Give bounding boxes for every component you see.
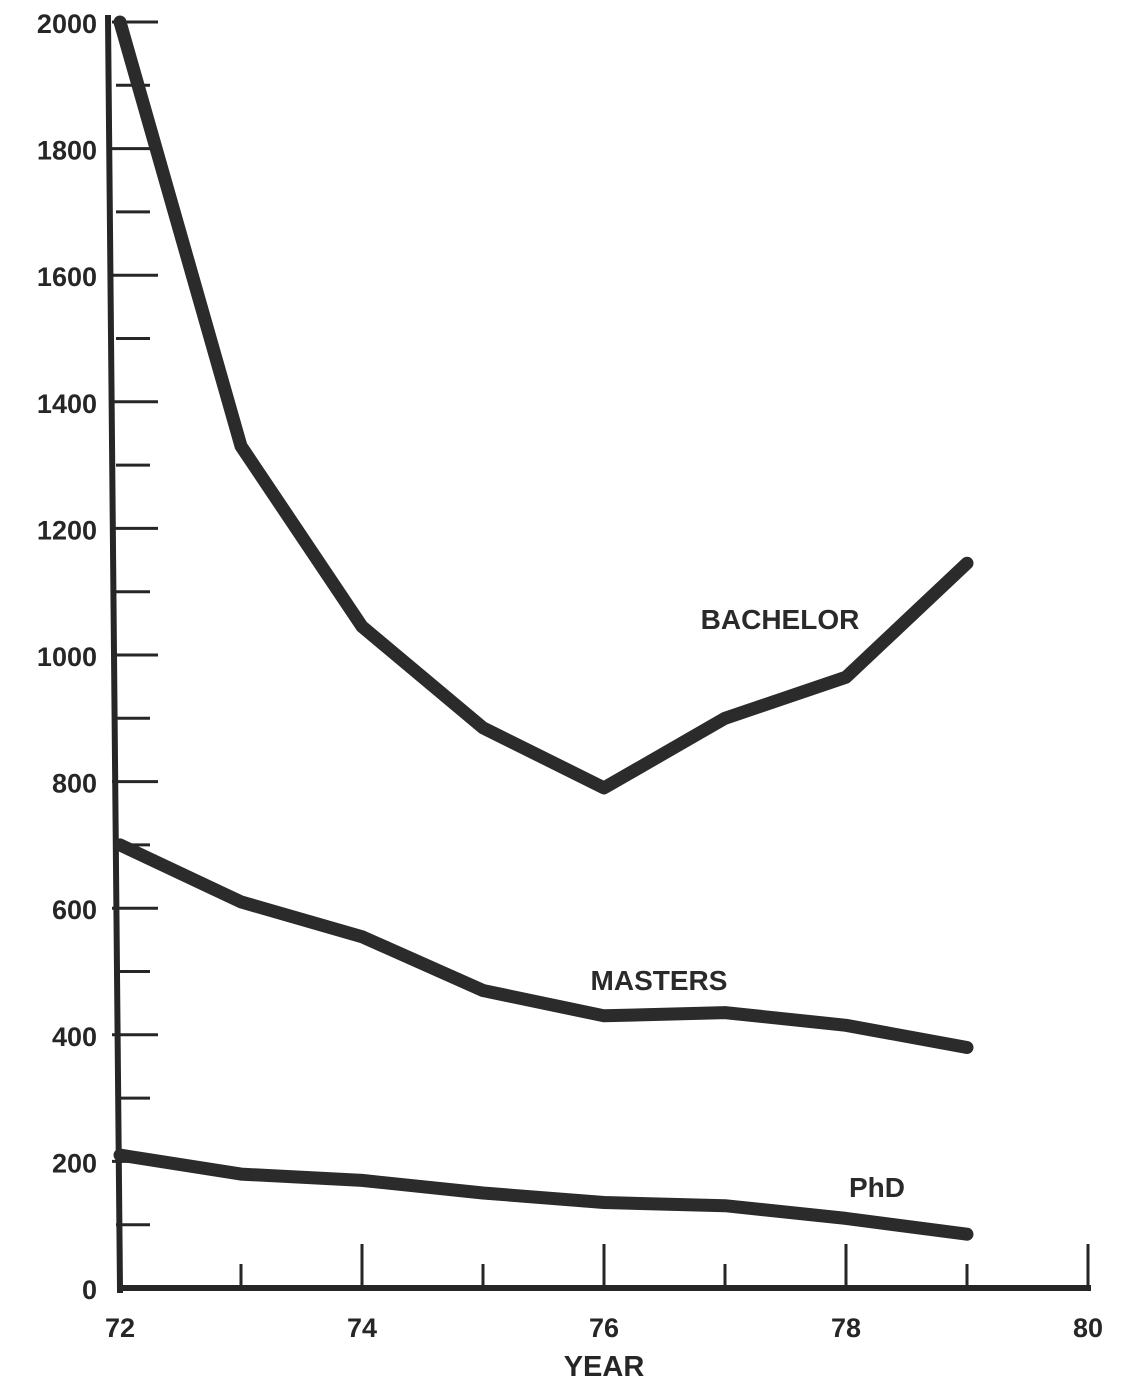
series-label-bachelor: BACHELOR — [701, 604, 860, 635]
y-tick-label: 1400 — [37, 389, 97, 419]
x-tick-label: 76 — [589, 1313, 619, 1343]
y-tick-label: 1000 — [37, 642, 97, 672]
x-tick-label: 78 — [831, 1313, 861, 1343]
y-tick-label: 600 — [52, 895, 97, 925]
series-line-masters — [113, 838, 974, 1054]
y-tick-label: 400 — [52, 1022, 97, 1052]
x-axis-title: YEAR — [564, 1351, 645, 1383]
series-label-masters: MASTERS — [591, 965, 728, 996]
series-label-phd: PhD — [849, 1172, 905, 1203]
y-tick-label: 200 — [52, 1148, 97, 1178]
y-tick-label: 2000 — [37, 9, 97, 39]
y-axis-line — [104, 14, 124, 1294]
x-tick-label: 80 — [1073, 1313, 1103, 1343]
x-tick-label: 74 — [347, 1313, 377, 1343]
x-tick-label: 72 — [105, 1313, 135, 1343]
y-tick-label: 1600 — [37, 262, 97, 292]
y-tick-label: 800 — [52, 769, 97, 799]
y-tick-label: 1200 — [37, 515, 97, 545]
y-tick-label: 0 — [82, 1275, 97, 1305]
series-line-phd — [113, 1148, 974, 1241]
series-line-bachelor — [113, 15, 974, 795]
y-tick-label: 1800 — [37, 136, 97, 166]
